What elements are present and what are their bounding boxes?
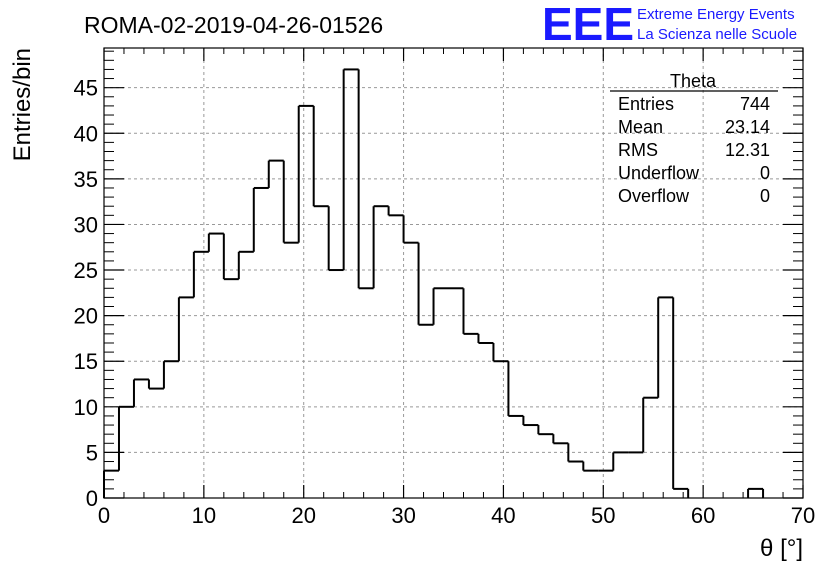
stats-label: Entries [618,94,674,114]
histogram-bin [612,451,629,471]
stats-value: 23.14 [725,117,770,137]
x-tick-label: 40 [491,503,515,528]
stats-box-title: Theta [670,71,717,91]
x-tick-label: 50 [591,503,615,528]
histogram-bin [552,434,569,445]
stats-label: Overflow [618,186,690,206]
y-tick-label: 45 [74,76,98,101]
stats-rows: Entries 744 Mean 23.14 RMS 12.31 Underflow 0 Ove… [618,94,770,206]
histogram-bin [162,360,179,389]
histogram-bin [207,232,224,252]
axis-ticks [103,48,804,499]
histogram-bin [147,379,164,390]
histogram-bin [492,342,509,363]
y-axis-label: Entries/bin [9,48,36,161]
y-tick-label: 15 [74,349,98,374]
histogram-bin [462,288,479,335]
histogram-bin [282,160,299,244]
stats-value: 0 [760,186,770,206]
stats-value: 12.31 [725,140,770,160]
histogram-bin [297,104,314,243]
histogram-bin [567,443,584,463]
stats-value: 0 [760,163,770,183]
histogram-bin [237,250,254,280]
histogram-bars [103,68,765,498]
histogram-bin [747,487,764,498]
y-tick-label: 5 [86,440,98,465]
histogram-bin [357,69,374,290]
histogram-bin [327,206,344,272]
histogram-bin [507,361,524,417]
stats-value: 744 [740,94,770,114]
x-tick-label: 20 [291,503,315,528]
x-axis-label: θ [°] [760,535,803,562]
histogram-bin [402,215,419,244]
y-tick-label: 30 [74,212,98,237]
histogram-bin [192,250,209,298]
histogram-bin [477,333,494,344]
grid-lines [104,48,803,498]
histogram-bin [417,242,434,326]
histogram-bin [312,105,329,208]
x-tick-label: 60 [691,503,715,528]
eee-logo: EEE Extreme Energy Events La Scienza nel… [542,0,797,50]
chart-title: ROMA-02-2019-04-26-01526 [84,12,383,38]
y-tick-label: 25 [74,258,98,283]
x-tick-label: 30 [391,503,415,528]
histogram-bin [252,186,269,252]
stats-label: Mean [618,117,663,137]
histogram-bin [372,205,389,289]
tick-labels: 0 10 20 30 40 50 60 70 0 5 10 15 20 25 30 35 40 45 [74,76,816,528]
histogram-bin [117,405,134,471]
histogram-bin [537,425,554,436]
histogram-bin [103,469,119,498]
logo-line-1: Extreme Energy Events [637,6,795,23]
x-tick-label: 0 [98,503,110,528]
y-tick-label: 40 [74,121,98,146]
histogram-bin [342,68,359,271]
histogram-bin [132,378,149,407]
y-tick-label: 35 [74,167,98,192]
stats-label: RMS [618,140,658,160]
y-tick-label: 20 [74,304,98,329]
histogram-bin [222,233,239,281]
x-tick-label: 10 [192,503,216,528]
logo-acronym: EEE [542,0,634,50]
histogram-bin [522,415,539,427]
histogram-bin [642,396,659,453]
plot-frame [103,47,804,499]
y-tick-label: 0 [86,486,98,511]
stats-label: Underflow [618,163,700,183]
histogram-bin [177,296,194,362]
x-tick-label: 70 [791,503,815,528]
histogram-bin [387,206,404,217]
histogram-bin [432,287,449,325]
y-tick-label: 10 [74,395,98,420]
logo-line-2: La Scienza nelle Scuole [637,26,797,43]
histogram-bin [657,296,674,398]
histogram-bin [672,297,689,490]
stats-box: Theta Entries 744 Mean 23.14 RMS 12.31 Underfl… [610,71,778,206]
histogram-bin [267,159,284,188]
histogram-bin [582,461,599,472]
